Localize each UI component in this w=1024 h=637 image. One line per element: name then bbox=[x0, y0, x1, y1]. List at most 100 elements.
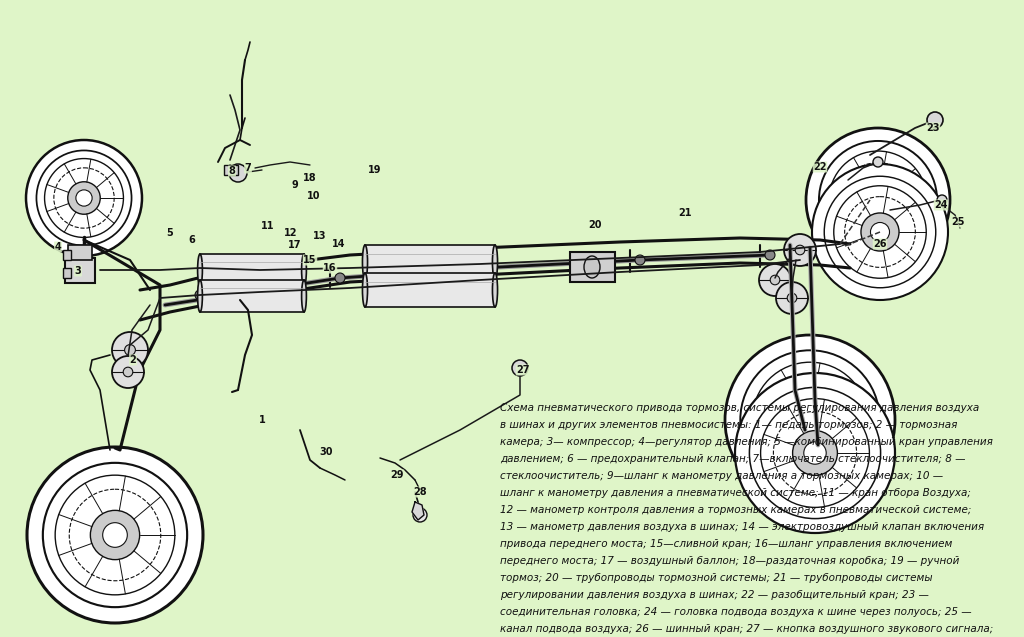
Ellipse shape bbox=[198, 280, 203, 312]
Text: 9: 9 bbox=[292, 180, 298, 190]
Circle shape bbox=[870, 222, 890, 241]
Ellipse shape bbox=[302, 280, 306, 312]
Text: 5: 5 bbox=[167, 228, 173, 238]
Ellipse shape bbox=[584, 256, 600, 278]
Text: 25: 25 bbox=[951, 217, 965, 227]
Circle shape bbox=[806, 128, 950, 272]
Text: 13: 13 bbox=[313, 231, 327, 241]
Text: 29: 29 bbox=[390, 470, 403, 480]
Text: шланг к манометру давления а пневматической системе; 11 — кран отбора Воздуха;: шланг к манометру давления а пневматичес… bbox=[500, 488, 971, 498]
Text: 19: 19 bbox=[369, 165, 382, 175]
Circle shape bbox=[770, 275, 780, 285]
Circle shape bbox=[123, 367, 133, 377]
Text: 20: 20 bbox=[588, 220, 602, 230]
Text: 23: 23 bbox=[927, 123, 940, 133]
Text: 15: 15 bbox=[303, 255, 316, 265]
Circle shape bbox=[125, 345, 135, 355]
Text: привода переднего моста; 15—сливной кран; 16—шланг управления включением: привода переднего моста; 15—сливной кран… bbox=[500, 539, 952, 549]
Circle shape bbox=[937, 195, 947, 205]
Text: 6: 6 bbox=[188, 235, 196, 245]
Ellipse shape bbox=[362, 245, 368, 279]
Circle shape bbox=[759, 264, 791, 296]
Text: 22: 22 bbox=[813, 162, 826, 172]
Text: 12: 12 bbox=[285, 228, 298, 238]
Circle shape bbox=[787, 293, 797, 303]
Circle shape bbox=[27, 447, 203, 623]
Text: 21: 21 bbox=[678, 208, 692, 218]
Circle shape bbox=[776, 282, 808, 314]
Circle shape bbox=[812, 164, 948, 300]
Text: 12 — манометр контроля давления а тормозных камерах в пневматической системе;: 12 — манометр контроля давления а тормоз… bbox=[500, 505, 972, 515]
Circle shape bbox=[786, 396, 834, 444]
Circle shape bbox=[229, 164, 247, 182]
Text: переднего моста; 17 — воздушный баллон; 18—раздаточная коробка; 19 — ручной: переднего моста; 17 — воздушный баллон; … bbox=[500, 556, 959, 566]
Circle shape bbox=[335, 273, 345, 283]
Bar bbox=[224, 165, 238, 175]
Text: 16: 16 bbox=[324, 263, 337, 273]
Circle shape bbox=[735, 373, 895, 533]
Text: регулировании давления воздуха в шинах; 22 — разобщительный кран; 23 —: регулировании давления воздуха в шинах; … bbox=[500, 590, 929, 600]
Circle shape bbox=[927, 112, 943, 128]
Circle shape bbox=[798, 408, 822, 432]
Text: 27: 27 bbox=[516, 365, 529, 375]
Ellipse shape bbox=[198, 254, 203, 286]
Circle shape bbox=[861, 213, 899, 251]
Text: 2: 2 bbox=[130, 355, 136, 365]
Text: в шинах и других элементов пневмосистемы: 1— педаль тормозов; 2 — тормозная: в шинах и других элементов пневмосистемы… bbox=[500, 420, 957, 430]
Text: 28: 28 bbox=[414, 487, 427, 497]
Circle shape bbox=[765, 250, 775, 260]
Polygon shape bbox=[412, 502, 424, 520]
Bar bbox=[65, 258, 95, 283]
Circle shape bbox=[90, 510, 139, 560]
Bar bbox=[200, 254, 304, 286]
Text: 30: 30 bbox=[319, 447, 333, 457]
Bar bbox=[365, 245, 495, 279]
Text: 24: 24 bbox=[934, 200, 948, 210]
Ellipse shape bbox=[493, 273, 498, 307]
Bar bbox=[63, 250, 71, 260]
Circle shape bbox=[413, 508, 427, 522]
Ellipse shape bbox=[302, 254, 306, 286]
Circle shape bbox=[873, 157, 883, 167]
Circle shape bbox=[76, 190, 92, 206]
Circle shape bbox=[475, 263, 485, 273]
Text: стеклоочиститель; 9—шланг к манометру давления а тормозных камерах; 10 —: стеклоочиститель; 9—шланг к манометру да… bbox=[500, 471, 943, 481]
Ellipse shape bbox=[362, 273, 368, 307]
Text: 7: 7 bbox=[245, 163, 251, 173]
Circle shape bbox=[112, 356, 144, 388]
Text: 11: 11 bbox=[261, 221, 274, 231]
Circle shape bbox=[195, 290, 205, 300]
Bar bbox=[570, 252, 615, 282]
Circle shape bbox=[112, 332, 148, 368]
Text: 1: 1 bbox=[259, 415, 265, 425]
Bar bbox=[63, 268, 71, 278]
Circle shape bbox=[784, 234, 816, 266]
Text: 8: 8 bbox=[228, 166, 236, 176]
Text: давлением; 6 — предохранительный клапан; 7—включатель стеклоочистителя; 8 —: давлением; 6 — предохранительный клапан;… bbox=[500, 454, 966, 464]
Bar bbox=[200, 280, 304, 312]
Bar bbox=[365, 273, 495, 307]
Text: 17: 17 bbox=[288, 240, 302, 250]
Circle shape bbox=[68, 182, 100, 214]
Text: 26: 26 bbox=[873, 239, 887, 249]
Ellipse shape bbox=[493, 245, 498, 279]
Circle shape bbox=[102, 523, 127, 547]
Text: камера; 3— компрессор; 4—регулятор давления; 5 —комбинированный кран управления: камера; 3— компрессор; 4—регулятор давле… bbox=[500, 437, 993, 447]
Text: 3: 3 bbox=[75, 266, 81, 276]
Circle shape bbox=[793, 431, 838, 475]
Circle shape bbox=[635, 255, 645, 265]
Text: 13 — манометр давления воздуха в шинах; 14 — электровоздушный клапан включения: 13 — манометр давления воздуха в шинах; … bbox=[500, 522, 984, 532]
Text: 10: 10 bbox=[307, 191, 321, 201]
Text: канал подвода воздуха; 26 — шинный кран; 27 — кнопка воздушного звукового сигнал: канал подвода воздуха; 26 — шинный кран;… bbox=[500, 624, 993, 634]
Circle shape bbox=[512, 360, 528, 376]
Text: 4: 4 bbox=[54, 242, 61, 252]
Bar bbox=[68, 245, 92, 260]
Circle shape bbox=[725, 335, 895, 505]
Circle shape bbox=[858, 180, 898, 220]
Circle shape bbox=[868, 190, 888, 210]
Circle shape bbox=[796, 245, 805, 255]
Circle shape bbox=[26, 140, 142, 256]
Text: Схема пневматического привода тормозов, системы регулирования давления воздуха: Схема пневматического привода тормозов, … bbox=[500, 403, 979, 413]
Text: 14: 14 bbox=[332, 239, 346, 249]
Circle shape bbox=[804, 442, 826, 464]
